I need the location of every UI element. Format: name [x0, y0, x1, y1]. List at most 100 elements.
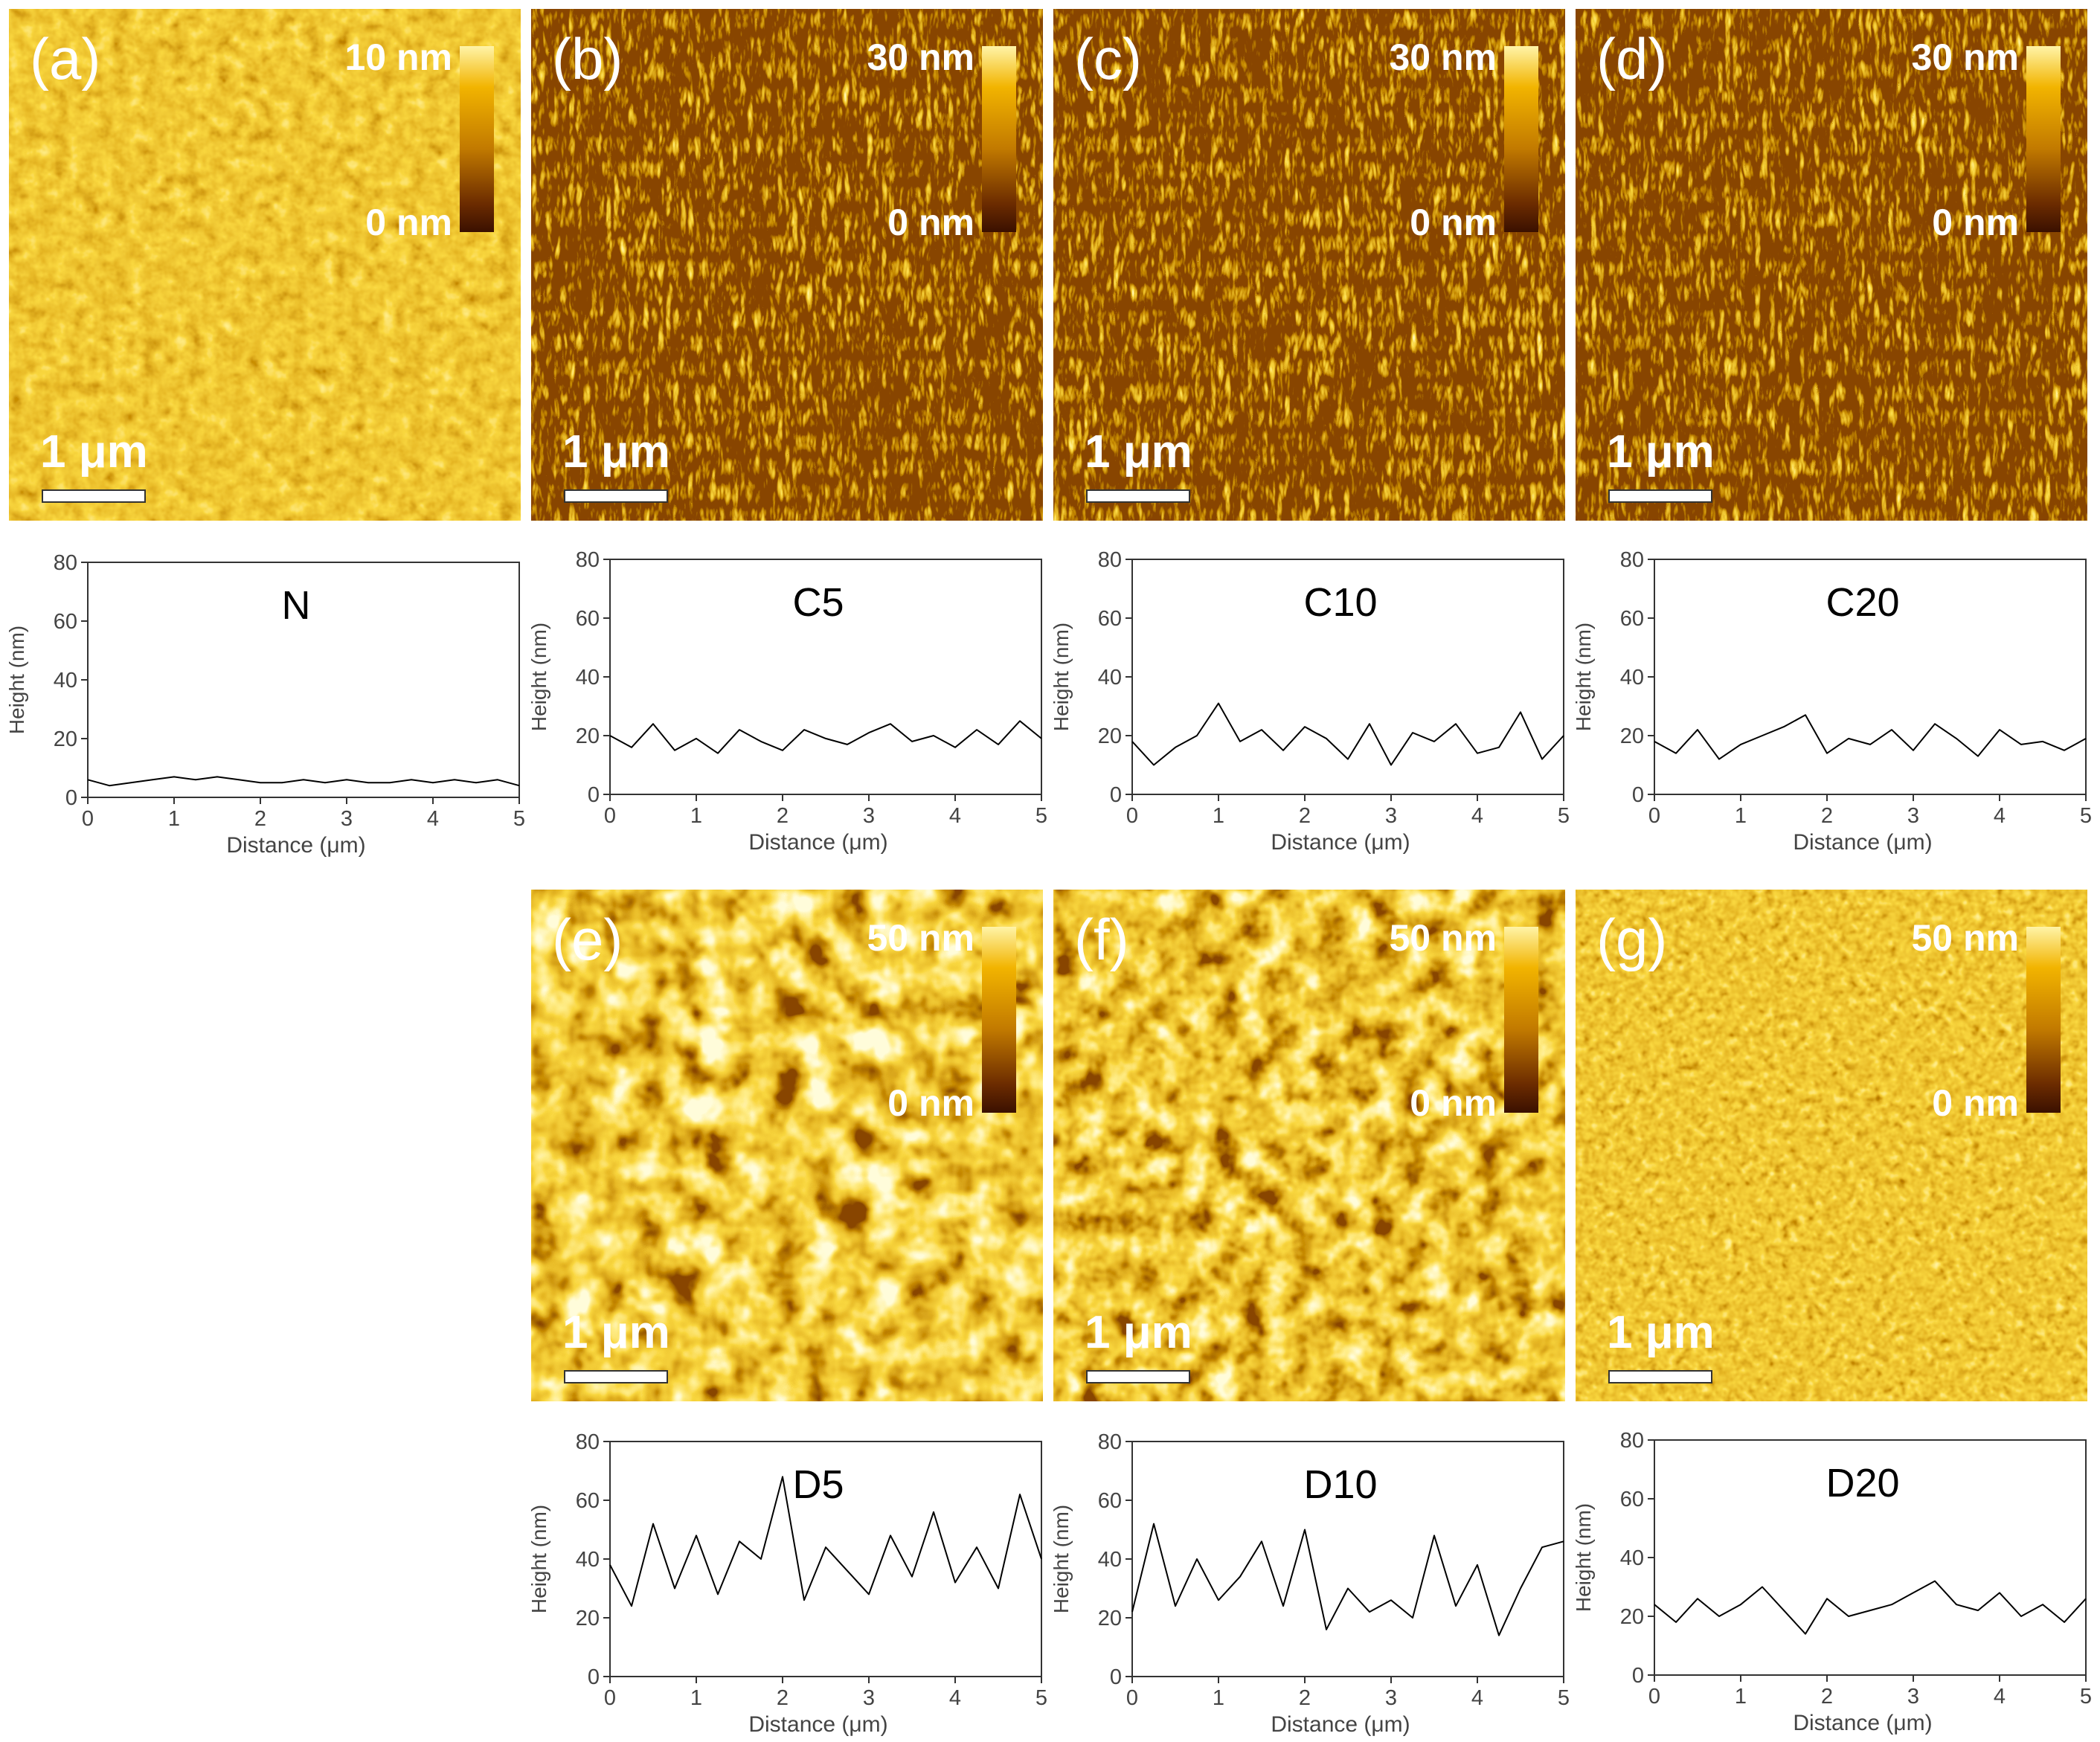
x-tick-label: 4 — [1994, 804, 2006, 828]
colorbar-max-label: 50 nm — [1389, 917, 1497, 959]
x-tick-label: 5 — [2080, 804, 2092, 828]
colorbar-max-label: 50 nm — [867, 917, 974, 959]
y-axis-label: Height (nm) — [1050, 1505, 1073, 1613]
colorbar — [982, 927, 1016, 1113]
x-tick-label: 1 — [690, 1686, 702, 1710]
profile-svg: 0 20 40 60 80 0 1 2 3 4 5 C10 Distance (μm) Height (n… — [1050, 548, 1570, 855]
profile-svg: 0 20 40 60 80 0 1 2 3 4 5 D20 Distance (μm) Height (n… — [1572, 1429, 2092, 1735]
x-axis-label: Distance (μm) — [1271, 830, 1410, 855]
profile-svg: 0 20 40 60 80 0 1 2 3 4 5 D10 Distance (μm) Height (n… — [1050, 1430, 1570, 1737]
afm-image-b: (b) 30 nm 0 nm 1 μm — [531, 9, 1043, 521]
x-axis-label: Distance (μm) — [1793, 1711, 1932, 1735]
x-tick-label: 1 — [1213, 804, 1224, 828]
afm-texture — [1053, 9, 1565, 521]
colorbar-min-label: 0 nm — [887, 1082, 974, 1124]
panel-label: (f) — [1074, 907, 1129, 972]
y-tick-label: 40 — [1098, 666, 1122, 690]
x-tick-label: 1 — [1213, 1686, 1224, 1710]
x-tick-label: 0 — [82, 807, 94, 831]
chart-title: D10 — [1303, 1462, 1377, 1507]
x-tick-label: 4 — [949, 804, 961, 828]
y-tick-label: 40 — [1098, 1548, 1122, 1572]
x-tick-label: 0 — [1648, 1685, 1660, 1709]
profile-line-C20 — [1654, 714, 2087, 760]
y-axis-label: Height (nm) — [1572, 623, 1595, 731]
afm-texture — [1576, 890, 2087, 1401]
x-tick-label: 2 — [1299, 1686, 1311, 1710]
profile-line-C10 — [1131, 702, 1564, 766]
y-tick-label: 0 — [1632, 1664, 1644, 1688]
colorbar-min-label: 0 nm — [365, 202, 452, 243]
x-tick-label: 3 — [341, 807, 353, 831]
y-tick-label: 60 — [1098, 1489, 1122, 1513]
x-tick-label: 5 — [513, 807, 525, 831]
y-tick-label: 20 — [1620, 724, 1644, 748]
chart-title: C5 — [792, 580, 844, 625]
colorbar-min-label: 0 nm — [1932, 1082, 2019, 1124]
profile-chart-D10: 0 20 40 60 80 0 1 2 3 4 5 D10 Distance (μm) Height (n… — [1044, 1415, 1570, 1742]
scale-bar-label: 1 μm — [40, 426, 148, 478]
x-tick-label: 1 — [1735, 1685, 1747, 1709]
y-tick-label: 60 — [1098, 607, 1122, 631]
y-tick-label: 40 — [576, 666, 600, 690]
x-tick-label: 3 — [863, 804, 875, 828]
scale-bar — [1086, 489, 1190, 503]
profile-line-C5 — [609, 720, 1042, 754]
profile-svg: 0 20 40 60 80 0 1 2 3 4 5 D5 Distance (μm) Height (nm… — [527, 1430, 1047, 1737]
y-tick-label: 20 — [54, 727, 77, 751]
x-tick-label: 0 — [1648, 804, 1660, 828]
y-tick-label: 80 — [1098, 1430, 1122, 1454]
afm-image-c: (c) 30 nm 0 nm 1 μm — [1053, 9, 1565, 521]
profile-chart-D20: 0 20 40 60 80 0 1 2 3 4 5 D20 Distance (μm) Height (n… — [1567, 1413, 2092, 1741]
y-tick-label: 80 — [1098, 548, 1122, 572]
y-tick-label: 20 — [576, 1607, 600, 1630]
afm-texture — [1576, 9, 2087, 521]
y-tick-label: 20 — [576, 724, 600, 748]
profile-chart-C20: 0 20 40 60 80 0 1 2 3 4 5 C20 Distance (μm) Height (n… — [1567, 533, 2092, 860]
y-axis-label: Height (nm) — [527, 1505, 550, 1613]
y-tick-label: 40 — [1620, 1546, 1644, 1570]
x-tick-label: 4 — [1471, 1686, 1483, 1710]
scale-bar — [564, 489, 668, 503]
x-tick-label: 5 — [1035, 1686, 1047, 1710]
x-tick-label: 0 — [1126, 804, 1138, 828]
colorbar-max-label: 50 nm — [1911, 917, 2019, 959]
y-tick-label: 0 — [1110, 783, 1122, 807]
scale-bar-label: 1 μm — [1085, 426, 1192, 478]
x-tick-label: 0 — [1126, 1686, 1138, 1710]
y-tick-label: 0 — [588, 783, 600, 807]
chart-title: N — [282, 583, 311, 628]
colorbar-max-label: 30 nm — [1389, 36, 1497, 78]
colorbar — [1504, 46, 1538, 232]
colorbar — [2026, 927, 2061, 1113]
y-axis-label: Height (nm) — [527, 623, 550, 731]
scale-bar — [564, 1370, 668, 1383]
colorbar-min-label: 0 nm — [1410, 1082, 1497, 1124]
y-tick-label: 0 — [588, 1665, 600, 1689]
x-axis-label: Distance (μm) — [226, 833, 365, 858]
colorbar-max-label: 30 nm — [867, 36, 974, 78]
scale-bar — [1608, 1370, 1712, 1383]
x-tick-label: 4 — [1471, 804, 1483, 828]
scale-bar-label: 1 μm — [562, 426, 670, 478]
y-axis-label: Height (nm) — [5, 626, 28, 734]
profile-chart-C10: 0 20 40 60 80 0 1 2 3 4 5 C10 Distance (μm) Height (n… — [1044, 533, 1570, 860]
panel-label: (e) — [552, 907, 623, 972]
afm-image-d: (d) 30 nm 0 nm 1 μm — [1576, 9, 2087, 521]
x-tick-label: 0 — [604, 1686, 616, 1710]
colorbar-max-label: 30 nm — [1911, 36, 2019, 78]
afm-image-g: (g) 50 nm 0 nm 1 μm — [1576, 890, 2087, 1401]
y-tick-label: 40 — [576, 1548, 600, 1572]
afm-texture — [9, 9, 521, 521]
scale-bar-label: 1 μm — [562, 1307, 670, 1358]
panel-label: (c) — [1074, 26, 1142, 91]
x-tick-label: 4 — [1994, 1685, 2006, 1709]
x-tick-label: 2 — [1821, 804, 1833, 828]
x-tick-label: 5 — [1558, 804, 1570, 828]
colorbar-min-label: 0 nm — [887, 202, 974, 243]
profile-line-D20 — [1654, 1580, 2087, 1635]
x-tick-label: 2 — [777, 804, 789, 828]
x-tick-label: 1 — [168, 807, 180, 831]
afm-image-a: (a) 10 nm 0 nm 1 μm — [9, 9, 521, 521]
y-tick-label: 60 — [54, 610, 77, 634]
